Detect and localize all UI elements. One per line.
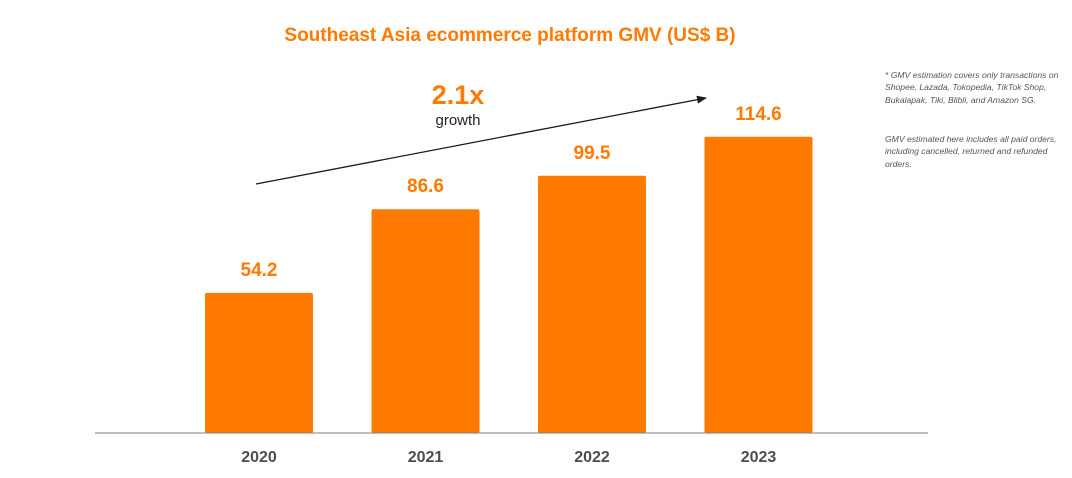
coverage-footnote: * GMV estimation covers only transaction… [885,70,1059,105]
value-label-2023: 114.6 [735,104,782,125]
x-tick-labels-group: 2020 2021 2022 2023 [241,449,776,466]
bar-2021 [371,209,480,433]
value-label-2022: 99.5 [574,143,611,164]
bar-2023 [704,136,813,434]
scope-footnote: GMV estimated here includes all paid ord… [885,134,1057,169]
x-tick-label-2022: 2022 [574,449,610,466]
bar-2020 [205,292,313,433]
growth-annotation-label: growth [435,112,480,129]
value-labels-group: 54.2 86.6 99.5 114.6 [241,104,782,281]
value-label-2021: 86.6 [407,176,444,197]
bars-group [205,136,813,434]
x-tick-label-2023: 2023 [741,449,777,466]
chart-title: Southeast Asia ecommerce platform GMV (U… [284,25,735,46]
value-label-2020: 54.2 [241,260,278,281]
bar-2022 [538,175,646,434]
x-tick-label-2021: 2021 [408,449,444,466]
growth-trend-arrow [255,95,707,185]
x-tick-label-2020: 2020 [241,449,277,466]
growth-multiplier-annotation: 2.1x [432,80,485,110]
